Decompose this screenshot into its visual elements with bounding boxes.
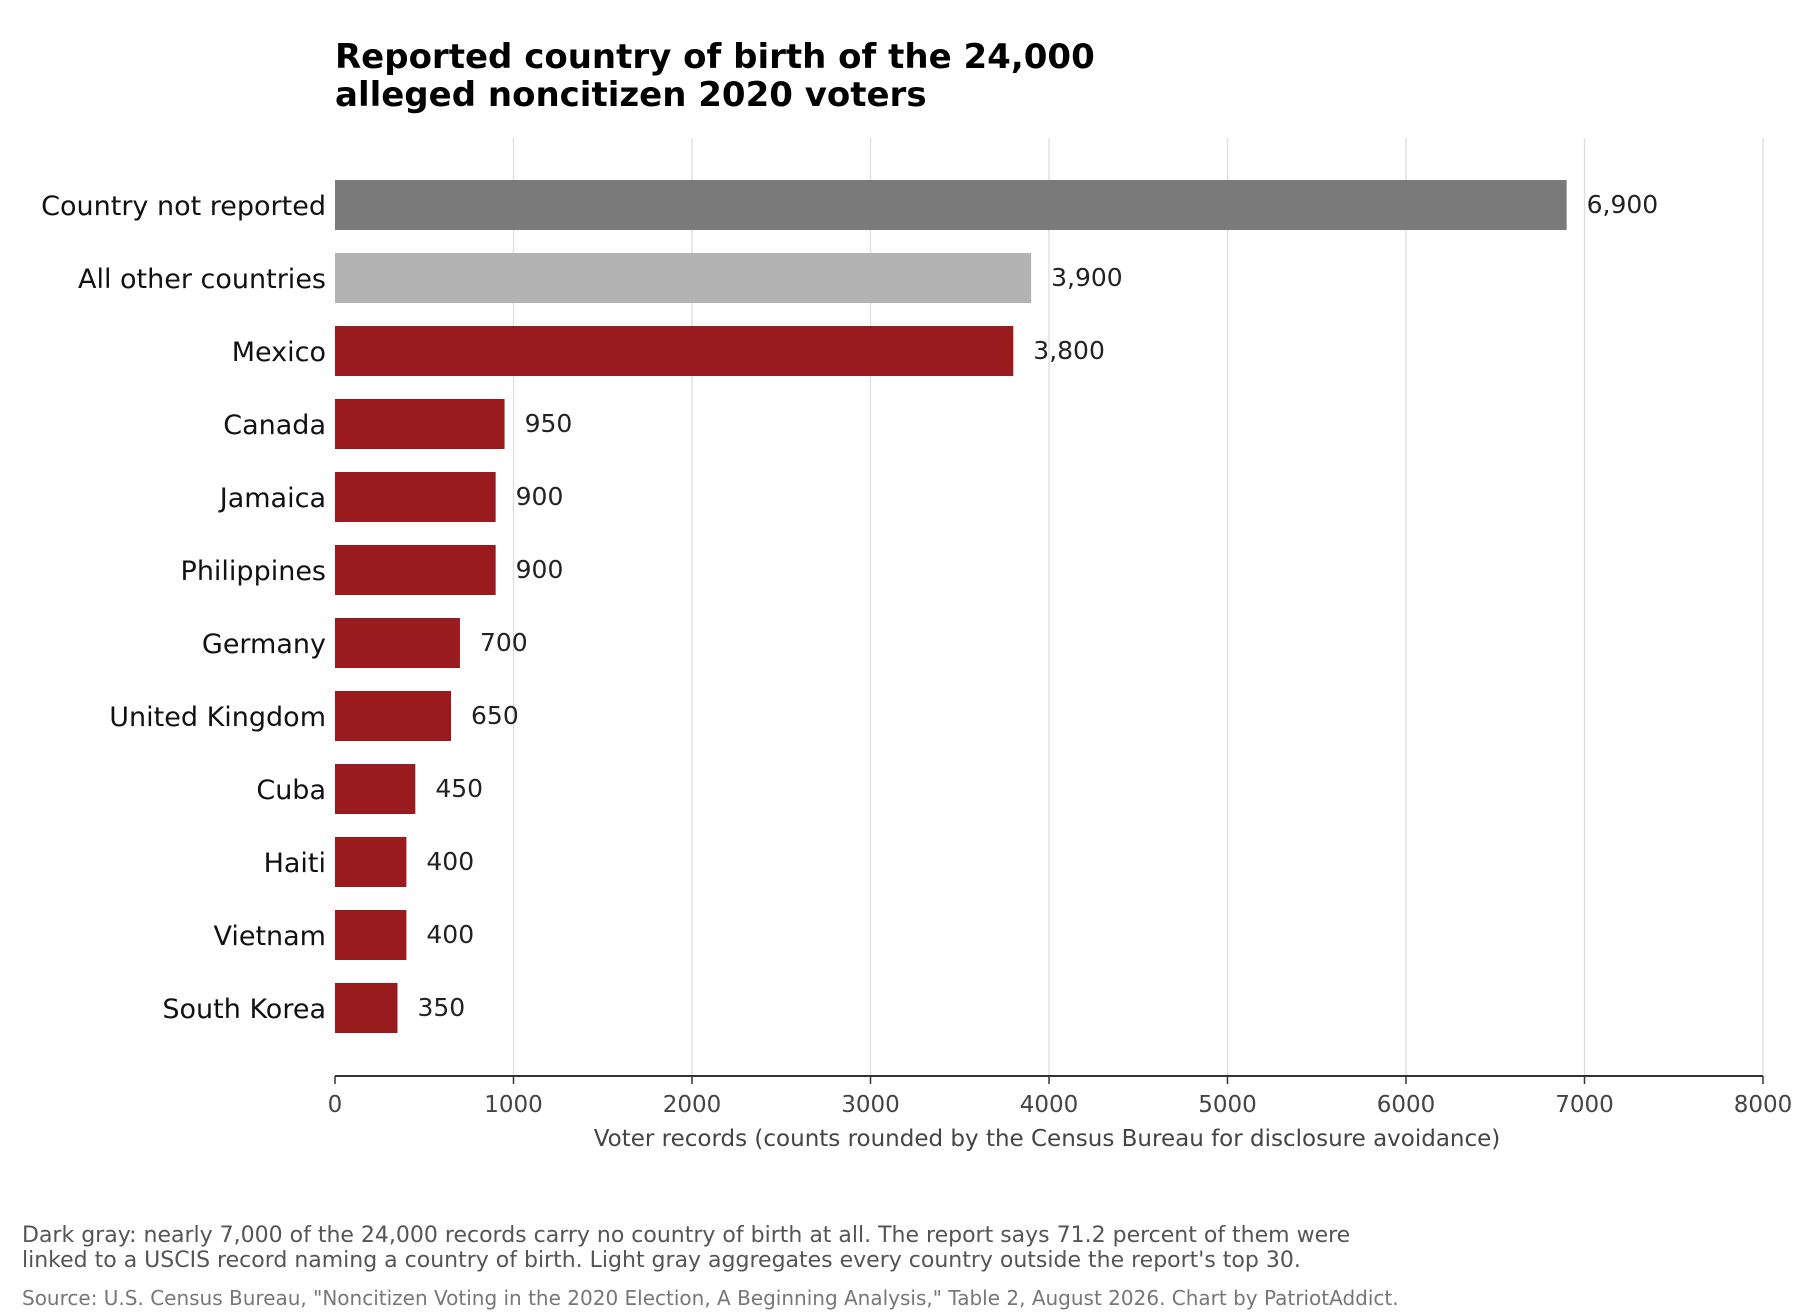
bar bbox=[335, 618, 460, 668]
x-axis-label: Voter records (counts rounded by the Cen… bbox=[594, 1126, 1501, 1152]
bars bbox=[335, 180, 1567, 1033]
bar bbox=[335, 472, 496, 522]
bar bbox=[335, 764, 416, 814]
x-tick-label: 6000 bbox=[1377, 1092, 1436, 1118]
value-labels: 6,900 3,900 3,800 950 900 900 700 650 450 400 400 3… bbox=[417, 190, 1658, 1022]
chart-title: Reported country of birth of the 24,000a… bbox=[335, 37, 1095, 115]
chart-title-line: Reported country of birth of the 24,000 bbox=[335, 37, 1095, 77]
data-label: 6,900 bbox=[1587, 190, 1659, 219]
category-label: Vietnam bbox=[213, 921, 326, 952]
bar bbox=[335, 545, 496, 595]
x-tick-label: 3000 bbox=[841, 1092, 900, 1118]
bar bbox=[335, 253, 1032, 303]
data-label: 350 bbox=[417, 993, 465, 1022]
x-axis: 0 1000 2000 3000 4000 5000 6000 7000 8000 bbox=[328, 1075, 1793, 1118]
category-label: Country not reported bbox=[41, 191, 326, 222]
data-label: 950 bbox=[525, 409, 573, 438]
bar bbox=[335, 326, 1014, 376]
category-label: South Korea bbox=[162, 994, 326, 1025]
x-tick-label: 1000 bbox=[484, 1092, 543, 1118]
data-label: 700 bbox=[480, 628, 528, 657]
data-label: 3,800 bbox=[1033, 336, 1105, 365]
category-labels: Country not reported All other countries M… bbox=[41, 191, 326, 1025]
category-label: All other countries bbox=[78, 264, 326, 295]
bar bbox=[335, 983, 398, 1033]
data-label: 3,900 bbox=[1051, 263, 1123, 292]
category-label: Philippines bbox=[181, 556, 326, 587]
footnote: Dark gray: nearly 7,000 of the 24,000 re… bbox=[22, 1223, 1350, 1273]
category-label: Mexico bbox=[232, 337, 326, 368]
bar bbox=[335, 837, 407, 887]
bar bbox=[335, 691, 452, 741]
category-label: Canada bbox=[223, 410, 326, 441]
data-label: 900 bbox=[516, 555, 564, 584]
footnote-line: Dark gray: nearly 7,000 of the 24,000 re… bbox=[22, 1223, 1350, 1248]
category-label: Haiti bbox=[264, 848, 326, 879]
category-label: Germany bbox=[202, 629, 326, 660]
category-label: Jamaica bbox=[218, 483, 326, 514]
data-label: 400 bbox=[426, 920, 474, 949]
source-note: Source: U.S. Census Bureau, "Noncitizen … bbox=[22, 1286, 1399, 1310]
category-label: United Kingdom bbox=[109, 702, 326, 733]
footnote-line: linked to a USCIS record naming a countr… bbox=[22, 1248, 1301, 1273]
chart-title-line: alleged noncitizen 2020 voters bbox=[335, 75, 927, 115]
x-tick-label: 5000 bbox=[1198, 1092, 1257, 1118]
x-tick-label: 0 bbox=[328, 1092, 343, 1118]
data-label: 900 bbox=[516, 482, 564, 511]
x-tick-label: 2000 bbox=[663, 1092, 722, 1118]
x-tick-label: 4000 bbox=[1020, 1092, 1079, 1118]
data-label: 400 bbox=[426, 847, 474, 876]
data-label: 450 bbox=[435, 774, 483, 803]
category-label: Cuba bbox=[256, 775, 326, 806]
x-tick-label: 7000 bbox=[1555, 1092, 1614, 1118]
data-label: 650 bbox=[471, 701, 519, 730]
bar bbox=[335, 399, 505, 449]
x-tick-label: 8000 bbox=[1734, 1092, 1793, 1118]
bar bbox=[335, 180, 1567, 230]
bar bbox=[335, 910, 407, 960]
